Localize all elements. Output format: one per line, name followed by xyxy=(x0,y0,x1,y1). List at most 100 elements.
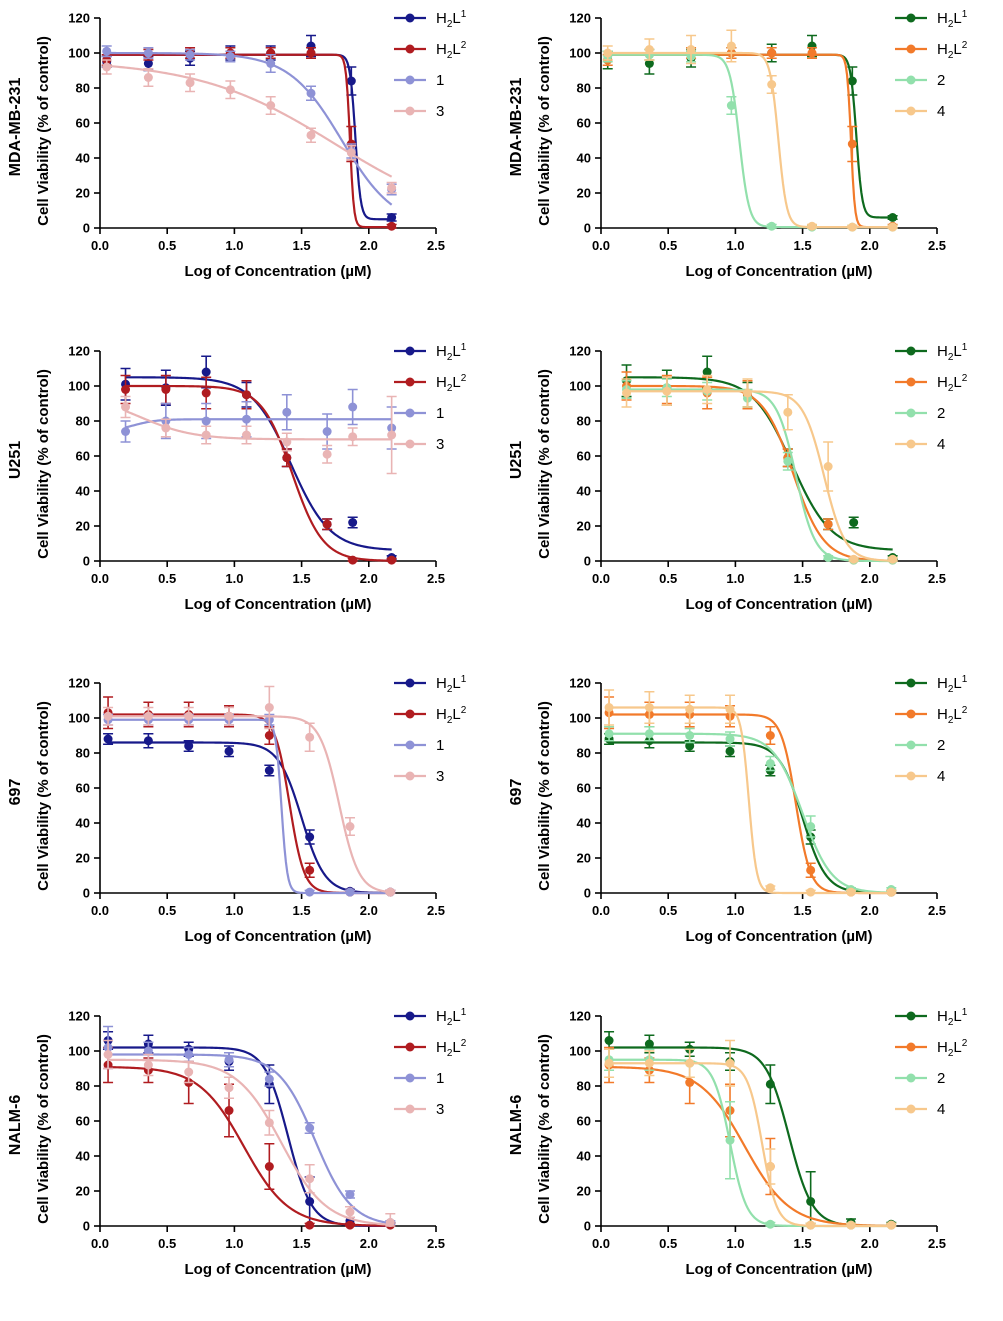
y-tick-label: 40 xyxy=(577,816,591,831)
fit-curve xyxy=(108,718,391,895)
fit-curve xyxy=(609,1058,892,1228)
y-tick-label: 40 xyxy=(76,816,90,831)
y-tick-label: 60 xyxy=(577,116,591,131)
data-point xyxy=(224,711,234,721)
fit-curve xyxy=(106,64,393,178)
legend-label: 4 xyxy=(937,768,945,785)
y-tick-label: 20 xyxy=(76,519,90,534)
legend-marker xyxy=(405,106,415,116)
fit-curve xyxy=(626,390,893,562)
data-point xyxy=(685,1058,695,1068)
legend-marker xyxy=(405,1104,415,1114)
legend-item: H2L1 xyxy=(394,9,467,30)
y-tick-label: 120 xyxy=(68,344,90,359)
fit-curve xyxy=(609,706,892,895)
data-point xyxy=(846,887,856,897)
data-point xyxy=(305,1197,315,1206)
legend-item: 2 xyxy=(895,737,945,754)
legend-label: 3 xyxy=(436,768,444,785)
legend-label: H2L1 xyxy=(937,342,968,363)
data-point xyxy=(201,367,211,377)
y-tick-label: 0 xyxy=(83,1219,90,1234)
y-tick-label: 80 xyxy=(76,414,90,429)
legend-marker xyxy=(906,740,916,750)
y-tick-label: 60 xyxy=(577,1114,591,1129)
legend-item: 1 xyxy=(394,405,444,422)
x-tick-label: 1.5 xyxy=(794,238,812,253)
legend-label: 4 xyxy=(937,103,945,120)
legend-item: 4 xyxy=(895,436,945,453)
legend-marker xyxy=(405,1011,415,1021)
y-axis-title: Cell Viability (% of control) xyxy=(35,369,52,559)
data-point xyxy=(264,1162,274,1171)
data-point xyxy=(348,432,358,442)
chart-panel-7: 0 20 40 60 80 100 120 0.0 0.5 1.0 1.5 2.0 2.5 Log of … xyxy=(0,1000,501,1321)
fit-curve xyxy=(609,1066,892,1227)
x-axis-title: Log of Concentration (µM) xyxy=(185,1261,372,1278)
y-axis-title: Cell Viability (% of control) xyxy=(536,701,553,891)
legend-label: H2L2 xyxy=(937,373,968,394)
data-point xyxy=(185,50,195,60)
x-tick-label: 1.5 xyxy=(794,571,812,586)
legend-marker xyxy=(906,13,916,23)
legend-item: H2L2 xyxy=(895,705,968,726)
y-tick-label: 20 xyxy=(76,1184,90,1199)
y-tick-label: 0 xyxy=(584,1219,591,1234)
legend-item: H2L2 xyxy=(394,1038,467,1059)
legend-item: H2L2 xyxy=(895,40,968,61)
x-tick-label: 1.0 xyxy=(225,903,243,918)
legend-label: H2L1 xyxy=(937,9,968,30)
x-tick-label: 2.0 xyxy=(360,903,378,918)
data-point xyxy=(662,386,672,396)
series-2 xyxy=(621,378,898,565)
legend-marker xyxy=(405,346,415,356)
legend-item: H2L2 xyxy=(394,705,467,726)
y-tick-label: 80 xyxy=(577,414,591,429)
data-point xyxy=(604,703,614,712)
legend-item: H2L1 xyxy=(895,674,968,695)
x-tick-label: 1.5 xyxy=(794,903,812,918)
data-point xyxy=(305,832,315,842)
legend-label: H2L2 xyxy=(937,1038,968,1059)
y-tick-label: 120 xyxy=(569,344,591,359)
y-axis-title: Cell Viability (% of control) xyxy=(35,1034,52,1224)
legend-label: H2L1 xyxy=(436,1007,467,1028)
legend-marker xyxy=(906,75,916,85)
legend-item: 4 xyxy=(895,768,945,785)
y-tick-label: 40 xyxy=(577,151,591,166)
x-tick-label: 2.5 xyxy=(928,1236,946,1251)
legend-marker xyxy=(906,1073,916,1083)
legend-label: 3 xyxy=(436,103,444,120)
cell-line-label: U251 xyxy=(508,441,525,479)
data-point xyxy=(886,887,896,897)
data-point xyxy=(322,427,332,436)
chart-svg: 0 20 40 60 80 100 120 0.0 0.5 1.0 1.5 2.0 2.5 Log of … xyxy=(508,1007,968,1278)
legend-label: 1 xyxy=(436,405,444,422)
y-tick-label: 60 xyxy=(76,1114,90,1129)
data-point xyxy=(387,213,397,222)
x-tick-label: 0.5 xyxy=(659,571,677,586)
data-point xyxy=(282,453,292,463)
legend-label: 4 xyxy=(937,1101,945,1118)
data-point xyxy=(305,887,315,897)
fit-curve xyxy=(609,732,892,894)
fit-curve xyxy=(108,1053,391,1225)
y-tick-label: 80 xyxy=(577,1079,591,1094)
legend-label: 3 xyxy=(436,436,444,453)
data-point xyxy=(765,883,775,893)
data-point xyxy=(241,390,251,400)
data-point xyxy=(846,1220,856,1230)
data-point xyxy=(348,555,358,565)
data-point xyxy=(225,85,235,95)
y-tick-label: 0 xyxy=(584,886,591,901)
chart-svg: 0 20 40 60 80 100 120 0.0 0.5 1.0 1.5 2.0 2.5 Log of … xyxy=(508,674,968,945)
x-tick-label: 2.0 xyxy=(861,1236,879,1251)
data-point xyxy=(345,887,355,897)
legend-item: 2 xyxy=(895,72,945,89)
chart-svg: 0 20 40 60 80 100 120 0.0 0.5 1.0 1.5 2.0 2.5 Log of … xyxy=(7,1007,467,1278)
data-point xyxy=(143,59,153,68)
x-tick-label: 0.0 xyxy=(91,571,109,586)
x-tick-label: 0.5 xyxy=(659,1236,677,1251)
data-point xyxy=(103,1050,113,1059)
x-tick-label: 2.0 xyxy=(360,238,378,253)
